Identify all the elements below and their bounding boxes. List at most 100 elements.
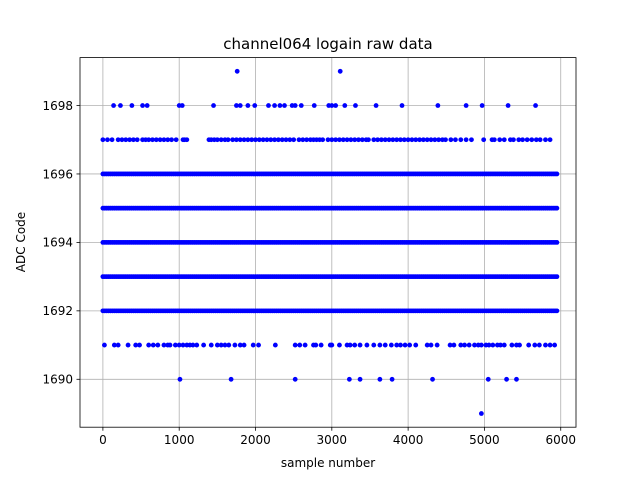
data-point — [352, 137, 358, 143]
data-point — [394, 137, 400, 143]
data-point — [497, 137, 503, 143]
data-point — [282, 103, 287, 108]
data-point — [405, 137, 411, 143]
data-point — [547, 342, 553, 348]
data-point — [190, 342, 196, 348]
data-point — [394, 342, 400, 348]
data-point — [272, 137, 277, 143]
data-point — [486, 342, 492, 348]
data-point — [137, 342, 142, 348]
data-point — [302, 342, 308, 348]
data-point — [100, 137, 106, 143]
data-point — [214, 342, 220, 348]
data-point — [359, 137, 365, 143]
data-point — [109, 137, 115, 143]
data-point — [250, 342, 256, 348]
data-point — [234, 137, 239, 143]
data-point — [256, 137, 262, 143]
data-point — [371, 137, 377, 143]
data-point — [177, 376, 183, 382]
data-point — [388, 342, 394, 348]
data-point — [272, 342, 278, 348]
data-point — [357, 376, 363, 382]
data-point — [277, 103, 283, 108]
y-tick-label: 1696 — [42, 167, 73, 181]
data-point — [377, 342, 383, 348]
data-point — [129, 103, 135, 108]
data-point — [300, 137, 306, 143]
data-point — [237, 137, 243, 143]
data-point — [153, 137, 159, 143]
data-point — [554, 240, 560, 245]
data-point — [505, 103, 511, 108]
data-point — [533, 137, 539, 143]
data-point — [479, 103, 485, 108]
x-axis-label: sample number — [281, 456, 375, 470]
data-point — [352, 342, 358, 348]
data-point — [325, 137, 331, 143]
data-point — [253, 137, 258, 143]
data-point — [342, 103, 348, 108]
data-point — [443, 137, 448, 143]
data-point — [420, 137, 426, 143]
data-point — [435, 103, 441, 108]
data-point — [428, 137, 434, 143]
data-point — [554, 308, 560, 314]
data-point — [516, 137, 522, 143]
data-point — [424, 137, 430, 143]
data-point — [364, 342, 370, 348]
y-axis-label: ADC Code — [14, 212, 28, 272]
data-point — [554, 274, 560, 280]
data-point — [451, 342, 457, 348]
data-point — [218, 342, 224, 348]
data-point — [157, 137, 163, 143]
data-point — [179, 103, 185, 108]
data-point — [155, 342, 161, 348]
data-point — [337, 137, 342, 143]
data-point — [407, 342, 413, 348]
data-point — [169, 137, 174, 143]
data-point — [173, 137, 179, 143]
data-point — [150, 342, 156, 348]
data-point — [176, 342, 182, 348]
data-point — [428, 342, 434, 348]
data-point — [348, 137, 354, 143]
data-point — [509, 342, 515, 348]
data-point — [266, 103, 271, 108]
data-point — [296, 137, 302, 143]
y-tick-label: 1690 — [42, 373, 73, 387]
data-point — [245, 103, 251, 108]
data-point — [478, 342, 484, 348]
data-point — [272, 103, 277, 108]
data-point — [230, 137, 236, 143]
data-point — [462, 342, 467, 348]
data-point — [501, 137, 507, 143]
data-point — [161, 137, 167, 143]
data-point — [234, 68, 240, 74]
data-point — [111, 342, 117, 348]
x-tick-label: 0 — [99, 433, 107, 447]
data-point — [379, 137, 384, 143]
data-point — [434, 342, 440, 348]
data-point — [304, 137, 310, 143]
data-point — [329, 342, 335, 348]
data-point — [214, 137, 220, 143]
data-point — [547, 137, 553, 143]
data-point — [382, 342, 388, 348]
data-point — [222, 342, 228, 348]
data-point — [150, 137, 155, 143]
data-point — [298, 103, 304, 108]
data-point — [232, 342, 238, 348]
data-point — [498, 342, 503, 348]
data-point — [536, 342, 542, 348]
x-axis-ticks: 0 1000 2000 3000 4000 5000 6000 — [99, 427, 576, 447]
data-point — [131, 137, 136, 143]
data-point — [424, 342, 430, 348]
data-point — [340, 137, 346, 143]
data-point — [398, 137, 403, 143]
data-point — [276, 137, 281, 143]
x-tick-label: 2000 — [240, 433, 271, 447]
data-point — [458, 342, 464, 348]
data-point — [320, 137, 326, 143]
data-point — [430, 376, 435, 382]
